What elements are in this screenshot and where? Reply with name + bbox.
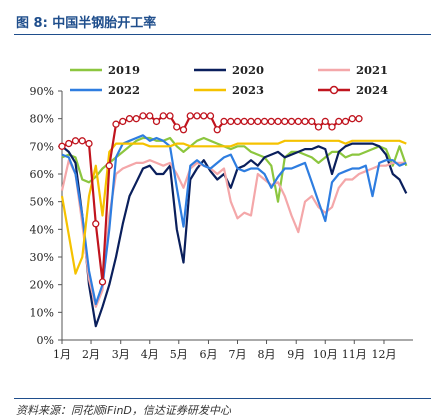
y-tick-label: 30% bbox=[30, 251, 54, 264]
y-tick-label: 40% bbox=[30, 223, 54, 236]
x-tick-label: 4月 bbox=[141, 348, 159, 361]
x-tick-label: 2月 bbox=[82, 348, 100, 361]
legend-item-2022: 2022 bbox=[70, 83, 140, 97]
y-tick-label: 10% bbox=[30, 306, 54, 319]
data-point bbox=[287, 117, 296, 126]
y-tick-label: 90% bbox=[30, 85, 54, 98]
data-point bbox=[139, 112, 147, 120]
series-2021 bbox=[60, 159, 407, 308]
data-point bbox=[159, 112, 167, 120]
series-line bbox=[60, 139, 407, 275]
data-point bbox=[85, 139, 93, 148]
legend-marker bbox=[329, 85, 339, 95]
data-point bbox=[355, 115, 363, 123]
chart-series bbox=[58, 112, 408, 328]
series-2024 bbox=[58, 112, 363, 286]
series-line bbox=[61, 134, 407, 306]
data-point bbox=[125, 115, 134, 123]
data-point bbox=[179, 126, 188, 134]
data-point bbox=[92, 220, 100, 228]
line-chart: 2019 2020 2021 2022 2023 2024 0% 10% 20% 30% 40% 5… bbox=[30, 63, 413, 361]
legend-item-2019: 2019 bbox=[70, 63, 140, 77]
data-point bbox=[152, 117, 161, 126]
y-tick-label: 20% bbox=[30, 279, 54, 292]
legend-item-2024: 2024 bbox=[318, 83, 388, 97]
x-tick-label: 10月 bbox=[313, 348, 338, 361]
data-point bbox=[233, 117, 242, 126]
data-point bbox=[348, 115, 356, 123]
figure-title: 图 8: 中国半钢胎开工率 bbox=[16, 16, 157, 31]
data-point bbox=[98, 278, 107, 286]
legend-item-2020: 2020 bbox=[194, 63, 264, 77]
data-point bbox=[78, 137, 86, 145]
title-rule bbox=[14, 34, 431, 35]
series-line bbox=[61, 142, 408, 328]
series-2022 bbox=[61, 134, 407, 306]
series-2020 bbox=[61, 142, 408, 328]
data-point bbox=[314, 123, 323, 131]
x-tick-label: 1月 bbox=[53, 348, 71, 361]
data-point bbox=[193, 112, 201, 120]
x-tick-label: 5月 bbox=[170, 348, 188, 361]
data-point bbox=[254, 117, 262, 126]
legend-label: 2023 bbox=[232, 83, 264, 97]
data-point bbox=[294, 117, 302, 126]
data-point bbox=[71, 137, 80, 145]
data-point bbox=[58, 142, 66, 150]
data-point bbox=[213, 126, 221, 134]
legend-label: 2019 bbox=[108, 63, 140, 77]
data-point bbox=[166, 112, 174, 120]
data-point bbox=[341, 117, 350, 126]
data-point bbox=[274, 117, 282, 126]
data-point bbox=[260, 117, 269, 126]
legend-item-2021: 2021 bbox=[318, 63, 388, 77]
data-point bbox=[301, 117, 309, 126]
y-tick-label: 80% bbox=[30, 113, 54, 126]
data-point bbox=[119, 117, 127, 126]
data-point bbox=[321, 117, 329, 126]
x-tick-label: 9月 bbox=[287, 348, 305, 361]
legend-label: 2022 bbox=[108, 83, 140, 97]
x-tick-label: 8月 bbox=[258, 348, 276, 361]
data-point bbox=[186, 112, 194, 120]
chart-legend: 2019 2020 2021 2022 2023 2024 bbox=[70, 63, 388, 97]
x-tick-label: 6月 bbox=[199, 348, 217, 361]
y-tick-label: 0% bbox=[37, 334, 54, 347]
data-point bbox=[105, 162, 113, 170]
y-tick-label: 50% bbox=[30, 196, 54, 209]
y-tick-label: 70% bbox=[30, 140, 54, 153]
data-point bbox=[247, 117, 255, 126]
data-point bbox=[146, 112, 154, 120]
legend-label: 2020 bbox=[232, 63, 264, 77]
x-tick-label: 12月 bbox=[371, 348, 396, 361]
x-tick-label: 11月 bbox=[342, 348, 367, 361]
data-point bbox=[267, 117, 275, 126]
series-2023 bbox=[60, 139, 407, 275]
data-point bbox=[206, 112, 215, 120]
x-tick-label: 3月 bbox=[112, 348, 130, 361]
legend-label: 2024 bbox=[356, 83, 388, 97]
data-point bbox=[65, 139, 73, 148]
series-2019 bbox=[61, 136, 408, 203]
data-point bbox=[112, 120, 120, 128]
series-line bbox=[61, 136, 408, 203]
data-point bbox=[281, 117, 289, 126]
source-rule bbox=[14, 398, 431, 399]
data-point bbox=[200, 112, 208, 120]
data-point bbox=[173, 123, 181, 131]
data-point bbox=[308, 117, 316, 126]
data-point bbox=[335, 117, 343, 126]
series-line bbox=[60, 159, 407, 308]
legend-item-2023: 2023 bbox=[194, 83, 264, 97]
data-point bbox=[227, 117, 235, 126]
y-tick-label: 60% bbox=[30, 168, 54, 181]
data-point bbox=[328, 123, 336, 131]
source-note: 资料来源：同花顺iFinD，信达证券研发中心 bbox=[16, 404, 231, 417]
chart-axes: 0% 10% 20% 30% 40% 50% 60% 70% 80% 90% 1月 2月 3月 4月 5月 6… bbox=[30, 85, 413, 361]
data-point bbox=[220, 117, 228, 126]
data-point bbox=[240, 117, 248, 126]
data-point bbox=[132, 115, 140, 123]
legend-label: 2021 bbox=[356, 63, 388, 77]
x-tick-label: 7月 bbox=[229, 348, 247, 361]
